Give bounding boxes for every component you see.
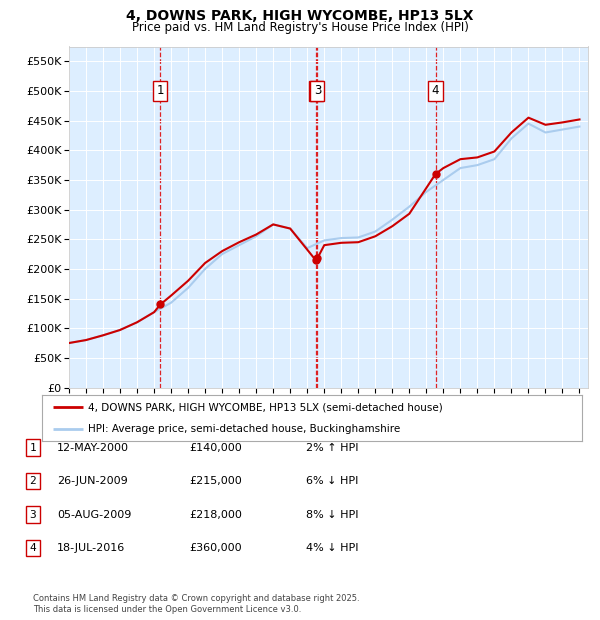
- Text: £360,000: £360,000: [189, 543, 242, 553]
- Text: 18-JUL-2016: 18-JUL-2016: [57, 543, 125, 553]
- Text: 2: 2: [29, 476, 37, 486]
- Text: 4% ↓ HPI: 4% ↓ HPI: [306, 543, 359, 553]
- Text: 8% ↓ HPI: 8% ↓ HPI: [306, 510, 359, 520]
- Text: 6% ↓ HPI: 6% ↓ HPI: [306, 476, 358, 486]
- Text: 4: 4: [432, 84, 439, 97]
- Text: 12-MAY-2000: 12-MAY-2000: [57, 443, 129, 453]
- Text: Contains HM Land Registry data © Crown copyright and database right 2025.
This d: Contains HM Land Registry data © Crown c…: [33, 595, 359, 614]
- Text: HPI: Average price, semi-detached house, Buckinghamshire: HPI: Average price, semi-detached house,…: [88, 424, 400, 435]
- Text: £218,000: £218,000: [189, 510, 242, 520]
- Text: 2% ↑ HPI: 2% ↑ HPI: [306, 443, 359, 453]
- Text: 4, DOWNS PARK, HIGH WYCOMBE, HP13 5LX (semi-detached house): 4, DOWNS PARK, HIGH WYCOMBE, HP13 5LX (s…: [88, 402, 443, 412]
- Text: 1: 1: [29, 443, 37, 453]
- Text: 4: 4: [29, 543, 37, 553]
- Text: Price paid vs. HM Land Registry's House Price Index (HPI): Price paid vs. HM Land Registry's House …: [131, 21, 469, 34]
- Text: 3: 3: [29, 510, 37, 520]
- Text: £140,000: £140,000: [189, 443, 242, 453]
- Text: 05-AUG-2009: 05-AUG-2009: [57, 510, 131, 520]
- Text: 3: 3: [314, 84, 321, 97]
- Text: 4, DOWNS PARK, HIGH WYCOMBE, HP13 5LX: 4, DOWNS PARK, HIGH WYCOMBE, HP13 5LX: [126, 9, 474, 24]
- Text: 26-JUN-2009: 26-JUN-2009: [57, 476, 128, 486]
- Text: £215,000: £215,000: [189, 476, 242, 486]
- Text: 1: 1: [157, 84, 164, 97]
- Text: 2: 2: [312, 84, 319, 97]
